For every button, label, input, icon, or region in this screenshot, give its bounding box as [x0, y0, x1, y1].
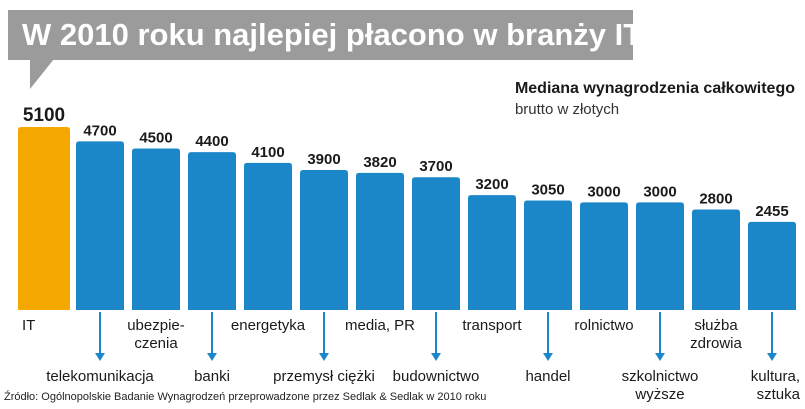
bar-value-label: 4500: [139, 130, 172, 147]
chart-title: W 2010 roku najlepiej płacono w branży I…: [8, 10, 642, 60]
bar: [524, 200, 572, 310]
arrow-down-icon: [431, 353, 441, 361]
category-label: banki: [194, 368, 230, 385]
arrow-down-icon: [655, 353, 665, 361]
bar-value-label: 3000: [587, 183, 620, 200]
category-label: ubezpie-czenia: [127, 317, 185, 352]
bar-value-label: 4400: [195, 133, 228, 150]
source-note: Źródło: Ogólnopolskie Badanie Wynagrodze…: [4, 391, 487, 403]
bar: [188, 152, 236, 310]
bar-value-label: 4700: [83, 122, 116, 139]
category-label: energetyka: [231, 317, 306, 334]
bar-value-label: 3900: [307, 151, 340, 168]
arrow-down-icon: [767, 353, 777, 361]
subtitle-unit: brutto w złotych: [514, 101, 620, 118]
bar-value-label: 4100: [251, 144, 284, 161]
bar: [412, 177, 460, 310]
title-pointer: [30, 59, 54, 89]
bar: [244, 162, 292, 310]
arrow-down-icon: [207, 353, 217, 361]
category-label: szkolnictwo wyższe: [622, 368, 699, 403]
category-label: służba zdrowia: [690, 317, 742, 352]
subtitle-main: Mediana wynagrodzenia całkowitego: [514, 80, 795, 97]
chart-subtitle: Mediana wynagrodzenia całkowitego brutto…: [515, 80, 795, 118]
bar: [692, 209, 740, 310]
arrow-down-icon: [319, 353, 329, 361]
bar-value-label: 3200: [475, 176, 508, 193]
bar-value-label: 3000: [643, 183, 676, 200]
bar-value-label: 2800: [699, 191, 732, 208]
bar: [18, 127, 70, 310]
category-label: handel: [525, 368, 570, 385]
bar-value-label: 3820: [363, 154, 396, 171]
bar: [300, 170, 348, 310]
bar: [132, 148, 180, 310]
arrow-down-icon: [543, 353, 553, 361]
category-label: rolnictwo: [574, 317, 633, 334]
arrow-down-icon: [95, 353, 105, 361]
category-label: budownictwo: [393, 368, 480, 385]
category-label: kultura, sztuka: [751, 368, 801, 403]
category-label: IT: [22, 317, 35, 334]
category-label: przemysł ciężki: [273, 368, 375, 385]
bar: [580, 202, 628, 310]
category-label: transport: [462, 317, 522, 334]
bar: [748, 221, 796, 310]
bar: [356, 172, 404, 310]
bar: [468, 195, 516, 310]
category-label: media, PR: [345, 317, 415, 334]
bar-value-label: 3700: [419, 158, 452, 175]
bar: [636, 202, 684, 310]
bar-value-label: 5100: [23, 105, 65, 126]
bar-value-label: 3050: [531, 182, 564, 199]
bar-value-label: 2455: [755, 203, 788, 220]
bar: [76, 141, 124, 310]
category-label: telekomunikacja: [46, 368, 154, 385]
